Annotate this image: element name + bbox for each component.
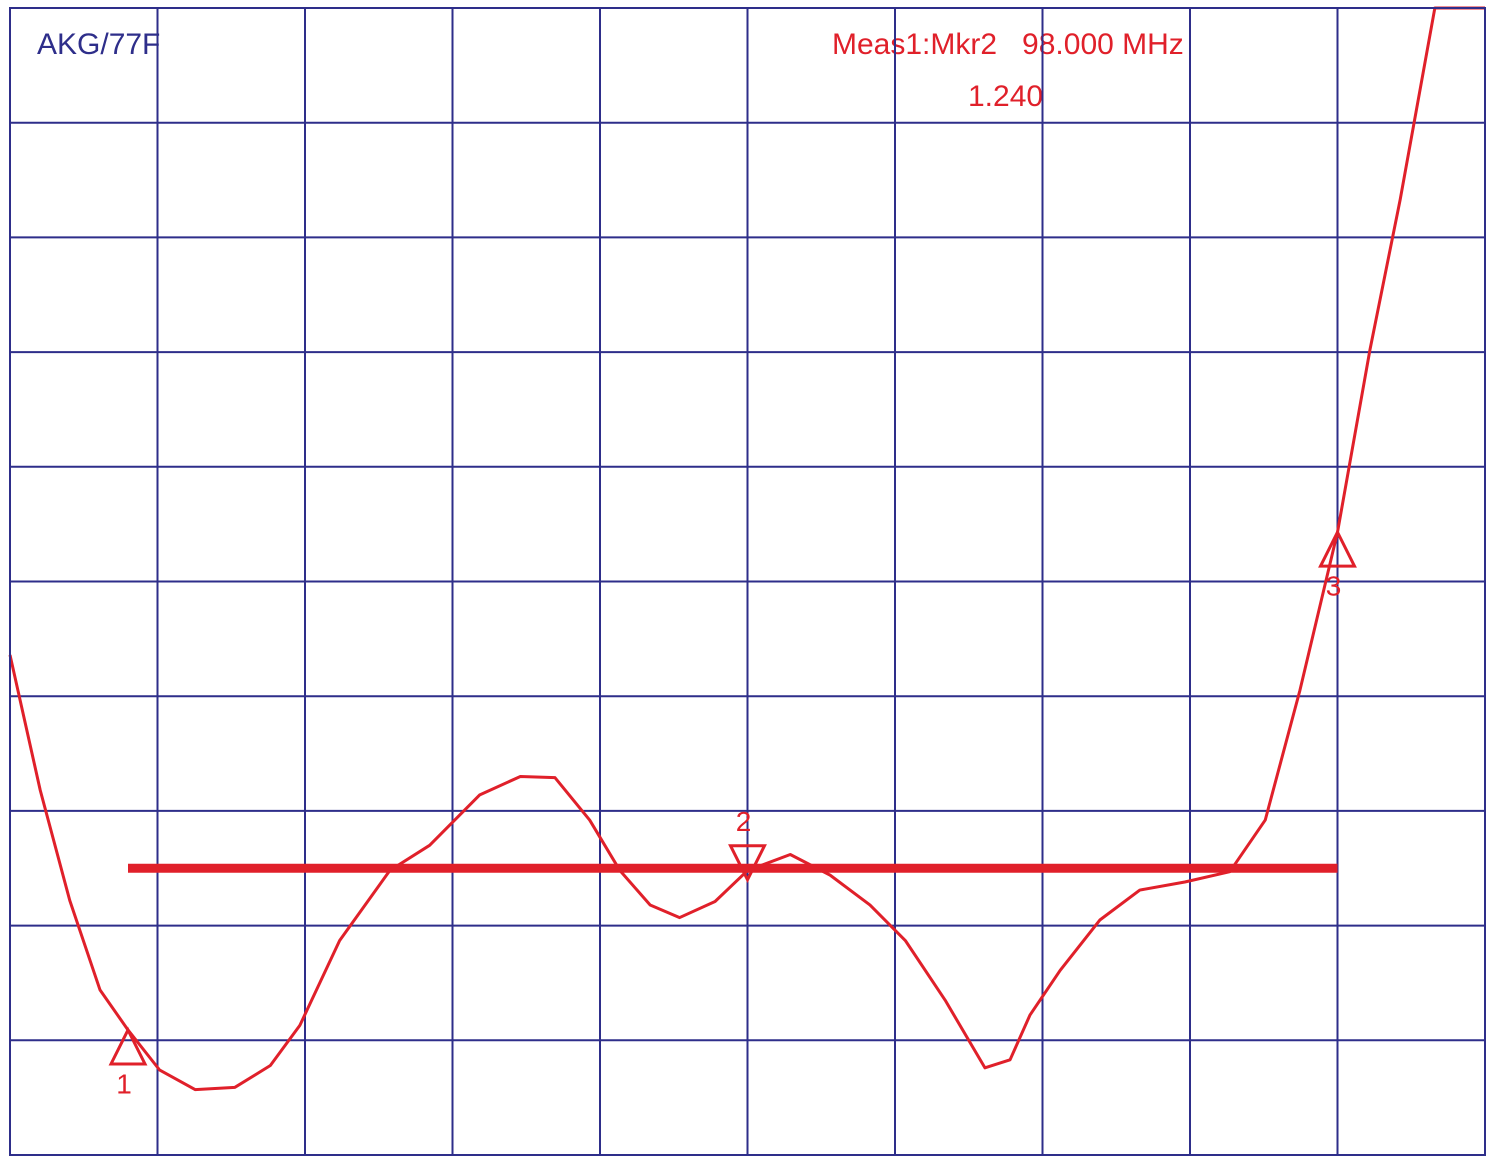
marker-label: 1 (116, 1068, 132, 1099)
trace (8, 6, 1485, 1092)
marker-readout: Meas1:Mkr2 98.000 MHz (832, 28, 1184, 61)
chart-title: AKG/77F (37, 28, 160, 61)
marker-label: 3 (1326, 571, 1342, 602)
marker-readout-value: 1.240 (968, 80, 1043, 113)
plot-frame (9, 7, 1486, 1156)
marker (728, 844, 767, 884)
marker-label: 2 (736, 806, 752, 837)
marker (108, 1026, 148, 1066)
marker (1318, 528, 1357, 568)
